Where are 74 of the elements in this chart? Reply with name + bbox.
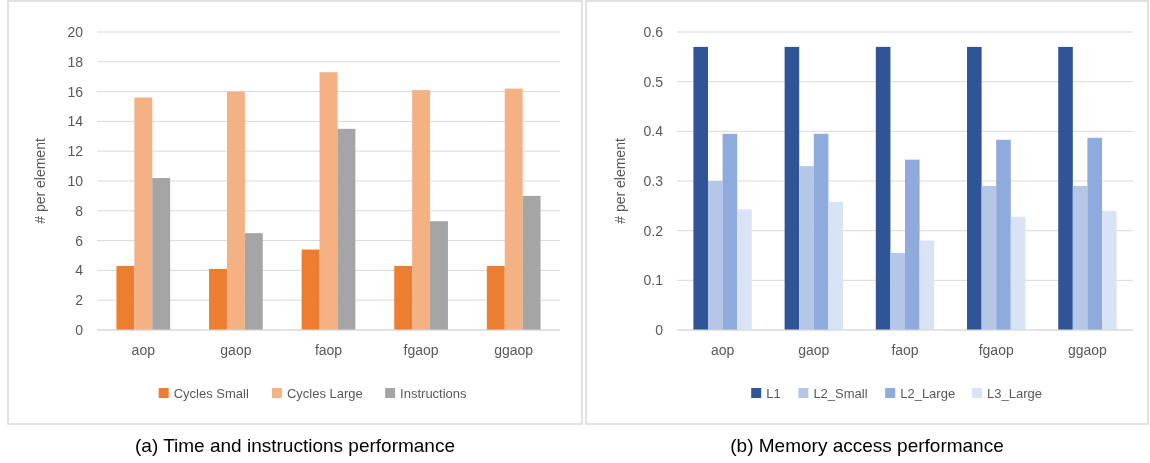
bar — [722, 133, 738, 330]
bar — [708, 181, 723, 330]
bar — [504, 88, 523, 330]
legend-label: L3_Large — [987, 385, 1042, 401]
y-tick-label: 12 — [67, 143, 84, 160]
bar — [890, 253, 905, 330]
bar — [319, 72, 338, 330]
bar — [828, 201, 843, 330]
x-tick-label: ggaop — [494, 342, 534, 358]
bar — [981, 185, 997, 330]
y-tick-label: 4 — [75, 262, 84, 279]
bar — [693, 46, 709, 330]
bar — [1072, 185, 1088, 330]
y-tick-label: 18 — [67, 53, 84, 70]
bar — [784, 46, 800, 330]
text: (b) Memory access performance — [730, 435, 1004, 456]
bar — [244, 233, 263, 330]
bar — [875, 46, 891, 330]
y-tick-label: 20 — [67, 23, 84, 40]
y-tick-label: 14 — [67, 113, 84, 130]
legend-label: L2_Small — [813, 385, 868, 401]
bar — [301, 249, 320, 330]
bar — [919, 240, 935, 330]
x-tick-label: faop — [891, 342, 919, 358]
bar — [522, 195, 541, 330]
text: (a) Time and instructions performance — [135, 435, 455, 456]
x-tick-label: gaop — [220, 342, 252, 358]
y-tick-label: 0.1 — [643, 272, 664, 289]
bar — [412, 90, 431, 330]
bar — [905, 159, 920, 330]
x-tick-label: faop — [314, 342, 343, 358]
bar — [134, 97, 153, 330]
y-tick-label: 0.2 — [643, 222, 664, 239]
x-tick-label: ggaop — [1067, 342, 1108, 358]
y-tick-label: 8 — [75, 202, 84, 219]
y-tick-label: 0.3 — [643, 172, 664, 189]
legend-label: L1 — [766, 385, 781, 401]
legend-label: Cycles Large — [286, 385, 363, 401]
x-tick-label: aop — [710, 342, 735, 358]
y-axis-title: # per element — [32, 138, 48, 224]
y-tick-label: 0 — [655, 321, 664, 338]
bar — [430, 221, 448, 330]
bar — [209, 268, 227, 330]
bar — [799, 166, 814, 330]
bar — [1087, 137, 1102, 330]
y-tick-label: 0.4 — [643, 123, 664, 140]
x-tick-label: fgaop — [978, 342, 1014, 358]
bar — [737, 209, 752, 330]
y-tick-label: 6 — [75, 232, 84, 249]
bar — [967, 46, 982, 330]
bar — [813, 133, 829, 330]
legend-label: Cycles Small — [173, 385, 249, 401]
x-tick-label: fgaop — [403, 342, 439, 358]
y-tick-label: 10 — [67, 172, 84, 189]
legend-label: L2_Large — [900, 385, 956, 401]
bar — [226, 91, 245, 330]
y-tick-label: 0.5 — [643, 73, 664, 90]
bar — [1058, 46, 1073, 330]
legend-label: Instructions — [400, 385, 468, 401]
y-tick-label: 2 — [75, 292, 84, 309]
bar — [337, 128, 356, 330]
y-tick-label: 0.6 — [643, 23, 664, 40]
bar — [394, 265, 413, 330]
x-tick-label: gaop — [798, 342, 830, 358]
bar — [486, 265, 505, 330]
x-tick-label: aop — [131, 342, 156, 358]
bar — [152, 178, 171, 330]
bar — [1101, 210, 1117, 330]
y-tick-label: 16 — [67, 83, 84, 100]
y-axis-title: # per element — [612, 138, 628, 224]
bar — [116, 265, 135, 330]
y-tick-label: 0 — [75, 321, 84, 338]
bar — [1010, 216, 1026, 330]
bar — [996, 139, 1011, 330]
